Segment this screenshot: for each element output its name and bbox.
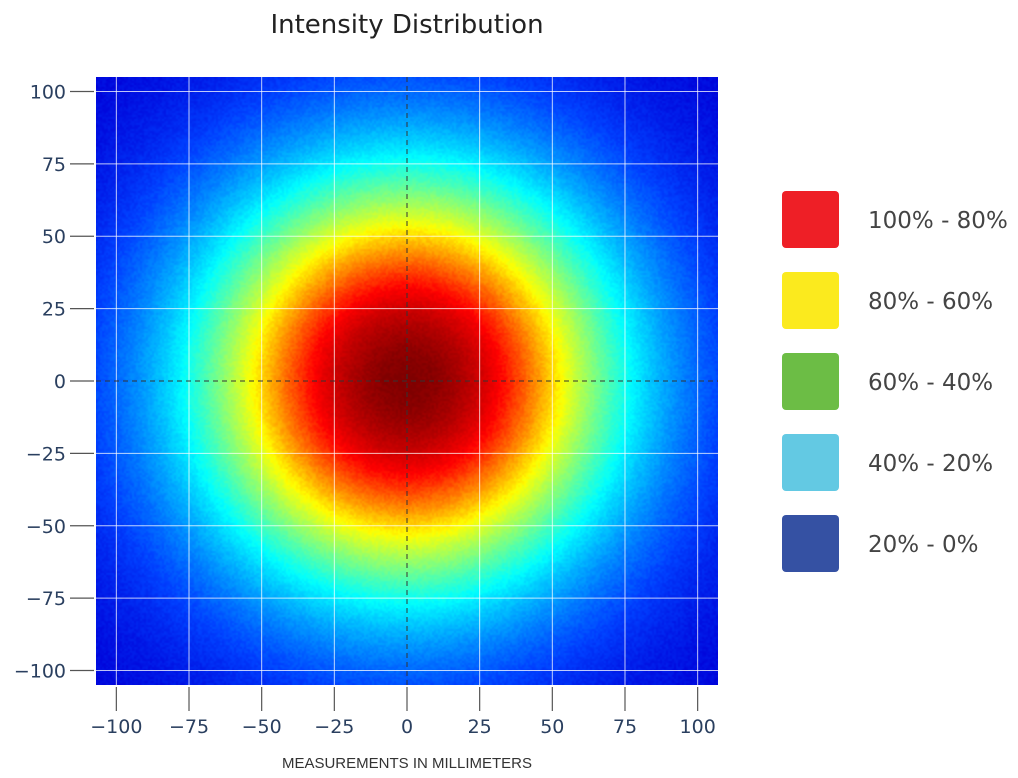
chart-title: Intensity Distribution — [270, 10, 543, 40]
y-tick-label: 50 — [42, 226, 66, 248]
y-tick-label: 75 — [42, 154, 66, 176]
legend-label: 40% - 20% — [868, 451, 993, 477]
y-tick-label: 0 — [54, 371, 66, 393]
legend-swatch — [782, 434, 839, 491]
x-tick-label: 50 — [540, 716, 564, 738]
legend-label: 20% - 0% — [868, 532, 979, 558]
x-axis-label: MEASUREMENTS IN MILLIMETERS — [282, 755, 532, 772]
x-tick-label: 75 — [613, 716, 637, 738]
legend-label: 80% - 60% — [868, 289, 993, 315]
legend-swatch — [782, 353, 839, 410]
x-tick-label: −75 — [169, 716, 209, 738]
x-tick-label: −25 — [314, 716, 354, 738]
y-tick-label: 100 — [30, 81, 66, 103]
x-tick-label: 25 — [468, 716, 492, 738]
grid — [96, 77, 718, 685]
y-tick-label: −25 — [26, 443, 66, 465]
x-tick-label: −50 — [242, 716, 282, 738]
y-tick-label: −50 — [26, 516, 66, 538]
legend-swatch — [782, 515, 839, 572]
x-tick-label: −100 — [90, 716, 142, 738]
legend: 100% - 80% 80% - 60% 60% - 40% 40% - 20% 20%… — [782, 191, 1008, 572]
legend-label: 60% - 40% — [868, 370, 993, 396]
x-tick-label: 100 — [680, 716, 716, 738]
legend-swatch — [782, 191, 839, 248]
y-tick-label: −75 — [26, 588, 66, 610]
x-tick-label: 0 — [401, 716, 413, 738]
y-tick-label: 25 — [42, 299, 66, 321]
legend-label: 100% - 80% — [868, 208, 1008, 234]
y-tick-label: −100 — [14, 661, 66, 683]
legend-swatch — [782, 272, 839, 329]
